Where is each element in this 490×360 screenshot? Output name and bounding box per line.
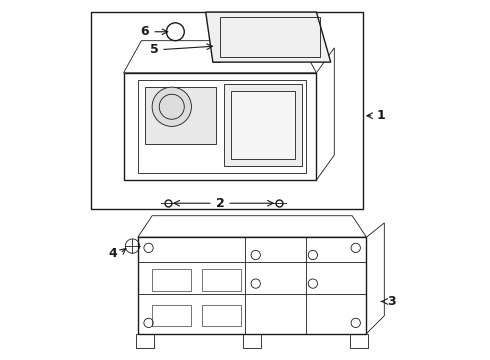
Circle shape bbox=[152, 87, 192, 126]
Bar bbox=[152, 305, 192, 327]
Text: 5: 5 bbox=[149, 43, 158, 56]
Bar bbox=[202, 305, 242, 327]
Text: 6: 6 bbox=[141, 25, 149, 38]
Bar bbox=[152, 269, 192, 291]
Bar bbox=[202, 269, 242, 291]
Bar bbox=[223, 84, 302, 166]
Bar bbox=[243, 334, 261, 348]
Bar bbox=[231, 91, 295, 158]
Text: 3: 3 bbox=[387, 295, 396, 308]
Bar bbox=[220, 18, 320, 57]
Bar bbox=[350, 334, 368, 348]
Polygon shape bbox=[206, 12, 331, 62]
Bar bbox=[136, 334, 154, 348]
Text: 1: 1 bbox=[376, 109, 385, 122]
Text: 2: 2 bbox=[216, 197, 224, 210]
Text: 4: 4 bbox=[108, 247, 117, 260]
Bar bbox=[145, 87, 217, 144]
Bar bbox=[92, 12, 363, 208]
